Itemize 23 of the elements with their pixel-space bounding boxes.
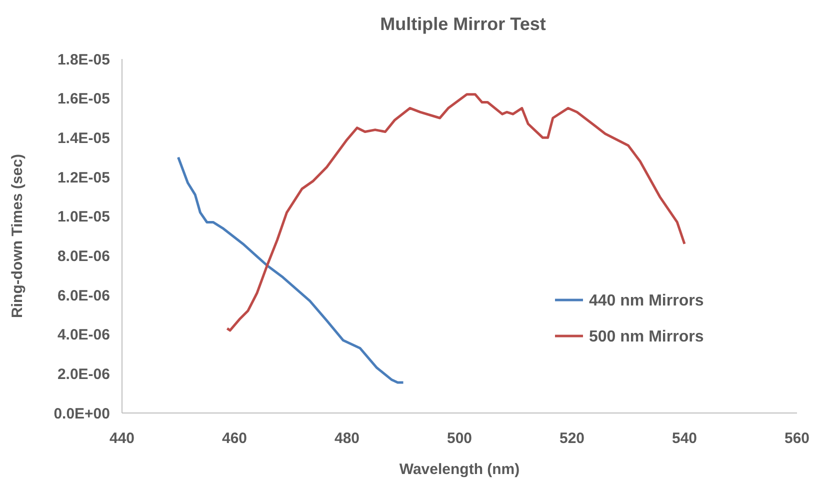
- legend-label: 440 nm Mirrors: [589, 292, 704, 310]
- x-tick-label: 520: [559, 430, 585, 447]
- y-tick-label: 6.0E-06: [57, 287, 110, 304]
- y-tick-label: 1.4E-05: [57, 130, 110, 147]
- x-axis-title: Wavelength (nm): [399, 461, 520, 478]
- x-tick-label: 460: [222, 430, 248, 447]
- chart-title: Multiple Mirror Test: [380, 14, 546, 34]
- y-tick-label: 1.8E-05: [57, 51, 110, 68]
- y-tick-label: 1.0E-05: [57, 208, 110, 226]
- x-tick-label: 560: [784, 430, 810, 447]
- x-tick-label: 480: [334, 430, 360, 447]
- x-tick-label: 540: [672, 430, 698, 447]
- y-tick-label: 1.6E-05: [57, 90, 110, 108]
- line-series: [177, 156, 404, 384]
- y-tick-label: 1.2E-05: [57, 169, 110, 186]
- legend-label: 500 nm Mirrors: [589, 328, 704, 346]
- y-tick-label: 0.0E+00: [54, 405, 110, 422]
- x-tick-label: 440: [109, 430, 135, 447]
- y-tick-label: 8.0E-06: [57, 248, 110, 265]
- y-tick-label: 4.0E-06: [57, 326, 110, 344]
- x-tick-label: 500: [446, 430, 472, 447]
- y-axis-title: Ring-down Times (sec): [9, 154, 26, 318]
- y-tick-label: 2.0E-06: [57, 366, 110, 383]
